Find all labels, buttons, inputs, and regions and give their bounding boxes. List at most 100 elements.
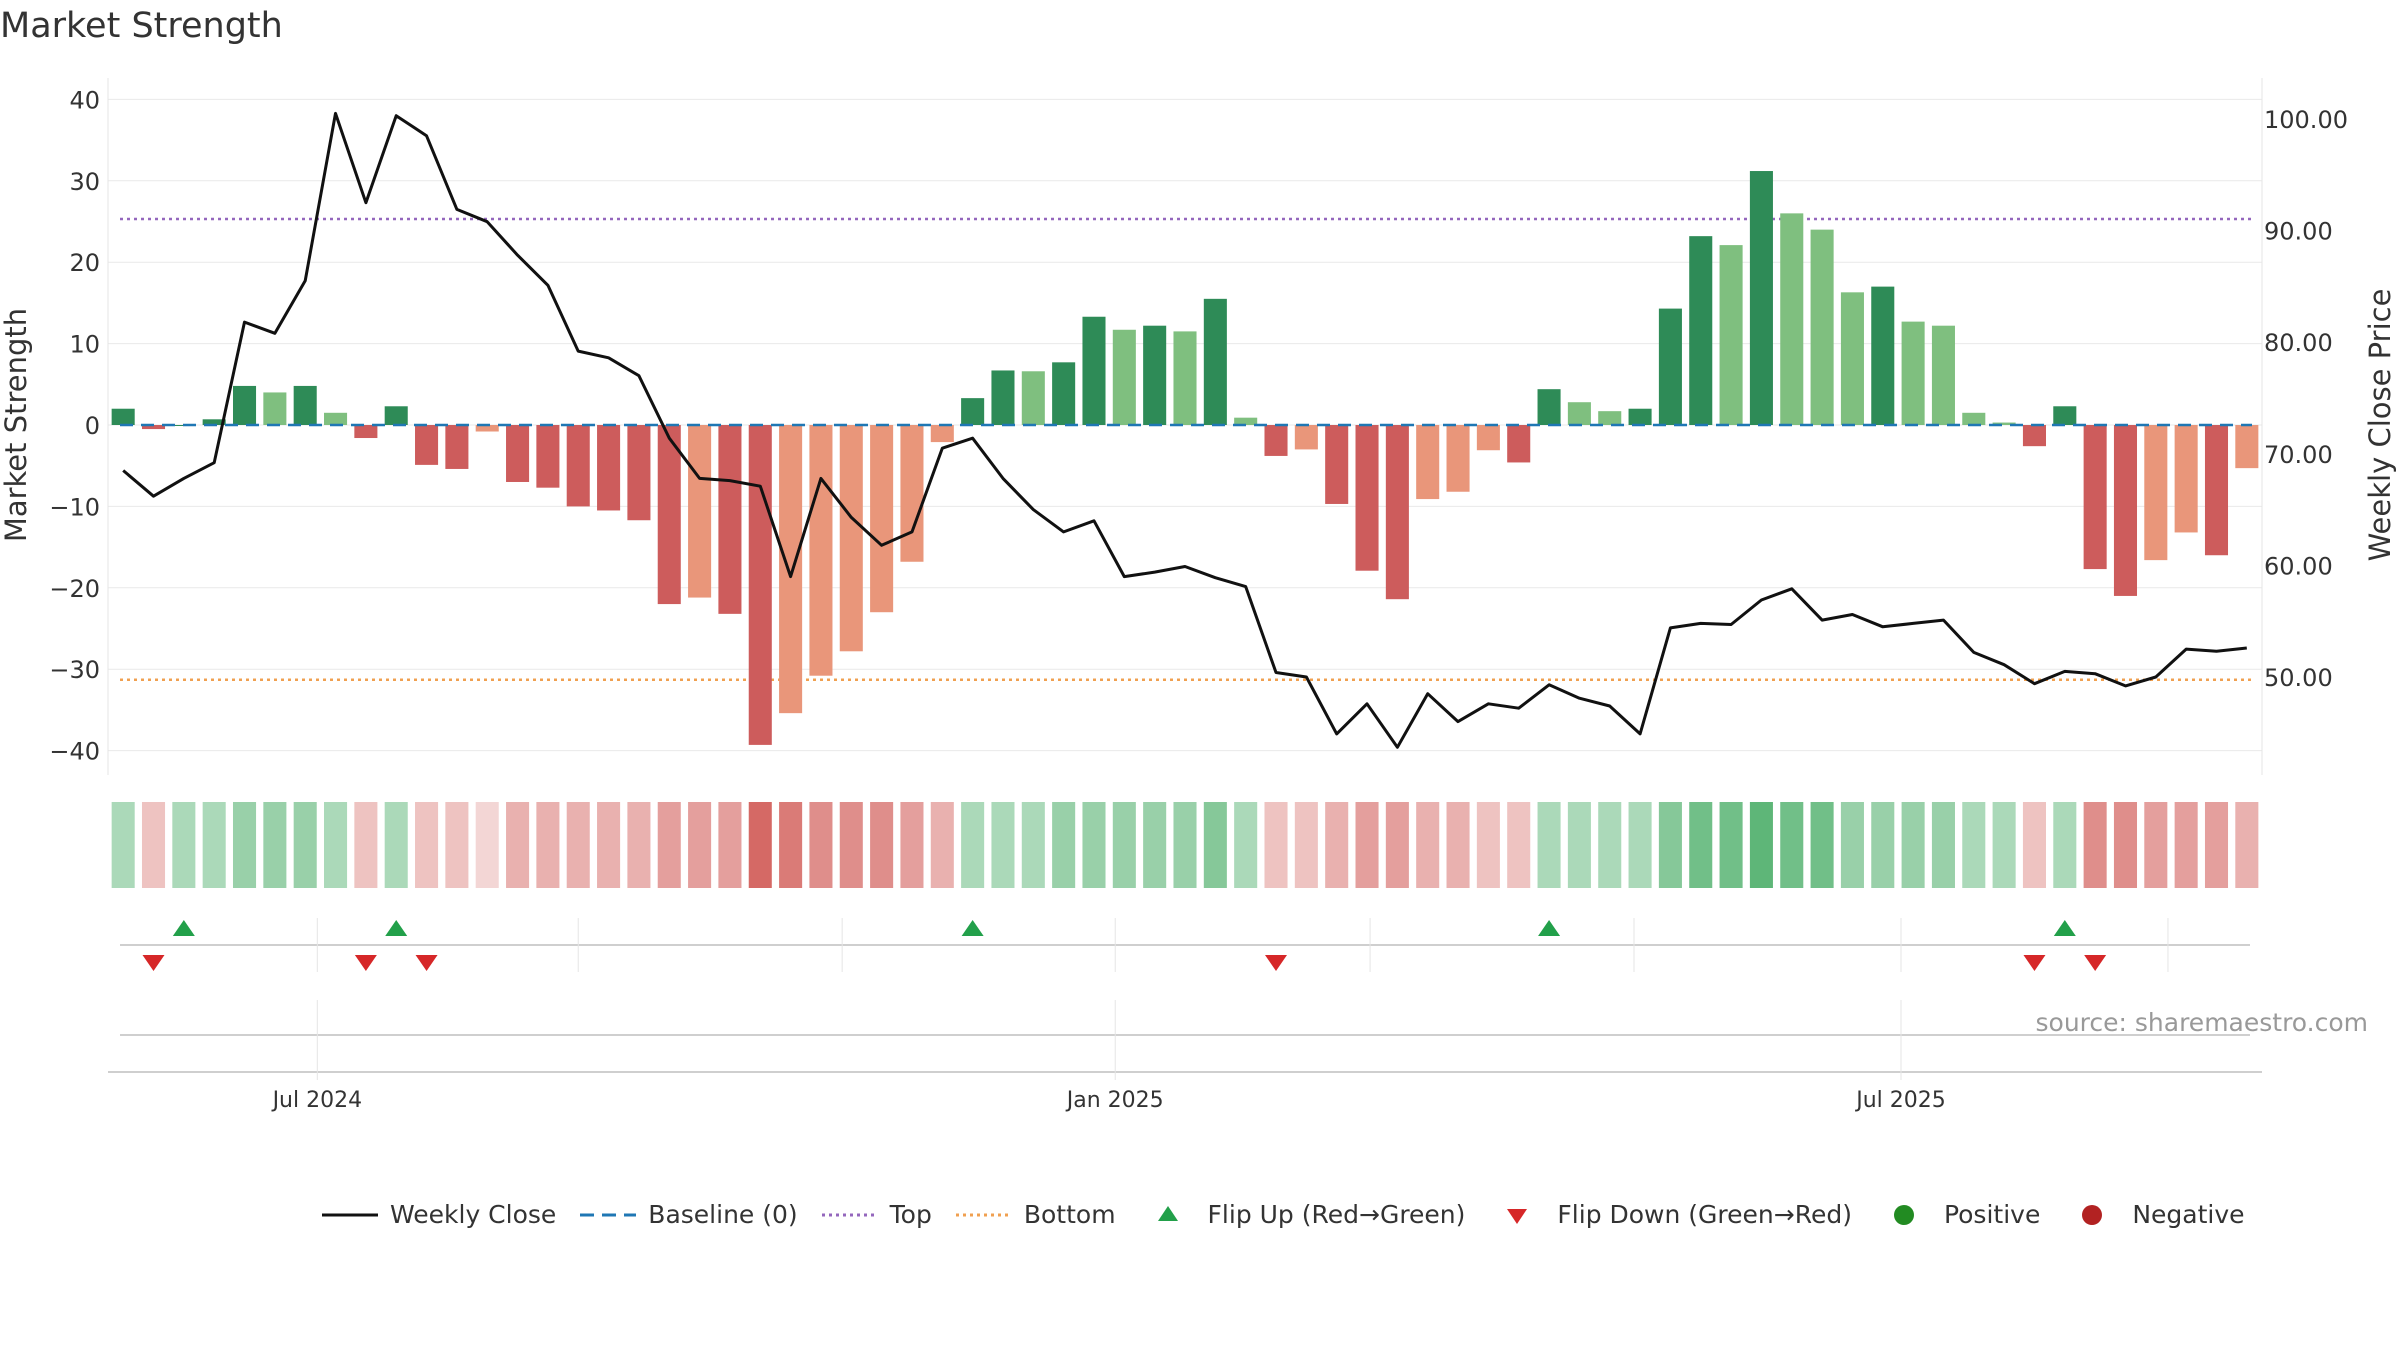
strength-bar (809, 425, 833, 676)
strength-bars (111, 171, 2259, 745)
legend-label: Top (889, 1200, 932, 1229)
strength-bar (1537, 389, 1561, 425)
heat-cell (1567, 802, 1591, 888)
strength-bar (870, 425, 894, 613)
heat-cell (1628, 802, 1652, 888)
strength-bar (839, 425, 863, 652)
strength-bar (1112, 329, 1136, 425)
legend-label: Negative (2132, 1200, 2245, 1229)
heat-cell (1598, 802, 1622, 888)
heat-cell (1689, 802, 1713, 888)
heat-cell (1507, 802, 1531, 888)
legend-item: Top (820, 1200, 932, 1229)
heat-cell (384, 802, 408, 888)
heat-cell (839, 802, 863, 888)
legend-label: Flip Up (Red→Green) (1207, 1200, 1466, 1229)
flip-down-marker (2023, 955, 2046, 971)
heat-cell (475, 802, 499, 888)
flip-up-marker (2053, 920, 2076, 936)
strength-bar (475, 425, 499, 432)
heat-cell (2083, 802, 2107, 888)
strength-bar (1507, 425, 1531, 463)
strength-bar (1234, 417, 1258, 425)
strength-bar (627, 425, 651, 521)
strength-bar (1992, 422, 2016, 425)
heat-cell (1931, 802, 1955, 888)
heat-cell (202, 802, 226, 888)
legend-label: Flip Down (Green→Red) (1557, 1200, 1852, 1229)
strength-bar (415, 425, 439, 465)
heat-cell (1719, 802, 1743, 888)
flip-down-marker (415, 955, 438, 971)
flip-down-marker (354, 955, 377, 971)
strength-bar (1082, 316, 1106, 425)
heat-cell (263, 802, 287, 888)
y-tick-label-right: 90.00 (2264, 218, 2333, 246)
heat-cell (1234, 802, 1258, 888)
strength-bar (1719, 245, 1743, 425)
strength-bar (202, 419, 226, 425)
heat-cell (2113, 802, 2138, 888)
strength-bar (1931, 325, 1955, 425)
strength-bar (1173, 331, 1197, 425)
heat-cell (1143, 802, 1167, 888)
heat-cell (415, 802, 439, 888)
legend: Weekly Close Baseline (0) Top Bottom Flip Up… (320, 1200, 2267, 1229)
heat-cell (1294, 802, 1318, 888)
strength-bar (597, 425, 621, 511)
strength-bar (1749, 171, 1773, 425)
heat-cell (1021, 802, 1045, 888)
heat-cell (870, 802, 894, 888)
strength-bar (1962, 412, 1986, 425)
strength-bar (961, 398, 985, 425)
y-tick-label-left: 30 (69, 168, 100, 196)
heat-cell (1962, 802, 1986, 888)
heat-cell (2235, 802, 2259, 888)
legend-swatch (955, 1213, 1012, 1216)
y-tick-label-left: −30 (49, 656, 100, 684)
heat-cell (1810, 802, 1834, 888)
legend-item: Flip Down (Green→Red) (1487, 1200, 1852, 1229)
heat-cell (111, 802, 135, 888)
strength-bar (1840, 292, 1864, 425)
strength-bar (1780, 213, 1804, 425)
strength-bar (900, 425, 924, 562)
strength-bar (445, 425, 469, 469)
y-tick-label-left: −10 (49, 493, 100, 521)
flip-down-marker (2084, 955, 2107, 971)
strength-bar (748, 425, 772, 745)
strength-bar (566, 425, 590, 507)
legend-item: Negative (2062, 1200, 2245, 1229)
heat-cell (748, 802, 772, 888)
strength-bar (2204, 425, 2229, 556)
flip-up-marker (961, 920, 984, 936)
y-tick-label-left: −20 (49, 575, 100, 603)
strength-bar (930, 425, 954, 443)
heat-cell (1325, 802, 1349, 888)
heat-cell (1780, 802, 1804, 888)
gridlines (108, 98, 2262, 752)
legend-label: Positive (1943, 1200, 2041, 1229)
heat-cell (566, 802, 590, 888)
strength-bar (1658, 308, 1682, 425)
strength-bar (141, 425, 166, 430)
legend-swatch (322, 1213, 378, 1216)
heat-cell (1537, 802, 1561, 888)
strength-bar (1143, 325, 1167, 425)
strength-bar (2113, 425, 2138, 596)
heat-cell (1173, 802, 1197, 888)
strength-bar (324, 412, 348, 425)
legend-item: Positive (1874, 1200, 2040, 1229)
heat-cell (809, 802, 833, 888)
heat-cell (2174, 802, 2198, 888)
strength-bar (1689, 236, 1713, 425)
y-tick-label-right: 50.00 (2264, 664, 2333, 692)
strength-bar (657, 425, 681, 605)
heat-cell (1476, 802, 1500, 888)
strength-bar (1446, 425, 1470, 492)
strength-bar (991, 370, 1015, 425)
strength-bar (2083, 425, 2107, 570)
heat-cell (1901, 802, 1925, 888)
y-axis-title-left: Market Strength (0, 308, 33, 542)
